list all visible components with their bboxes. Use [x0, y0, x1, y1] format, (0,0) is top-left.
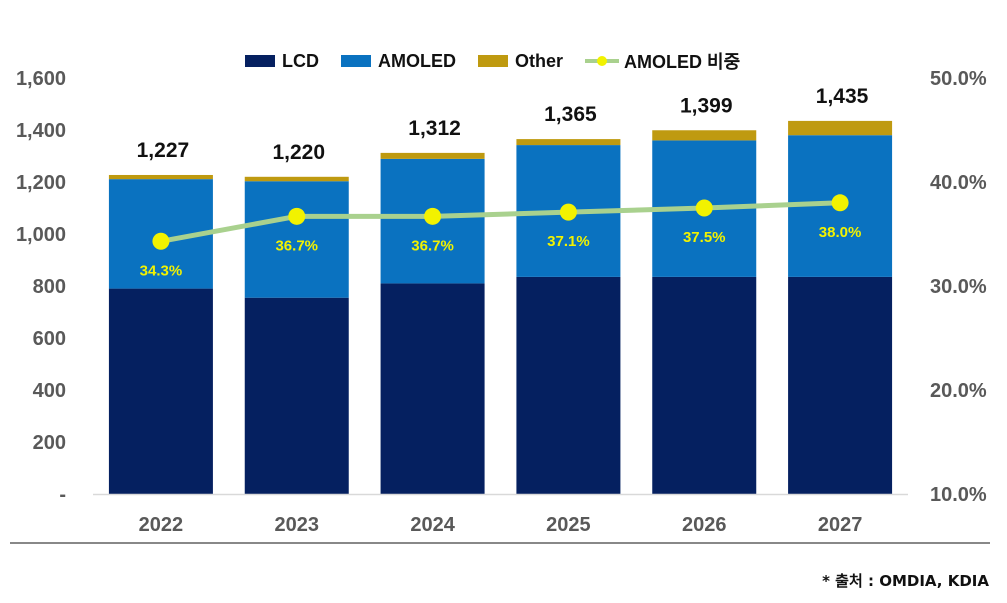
legend-label-other: Other — [515, 50, 564, 71]
legend-label-amoled: AMOLED — [378, 50, 456, 71]
y-left-tick-label: 200 — [33, 432, 66, 454]
legend-swatch-lcd — [245, 55, 275, 67]
bar-other-2022 — [108, 174, 213, 180]
bar-lcd-2022 — [108, 288, 213, 494]
bar-lcd-2023 — [244, 297, 349, 494]
ratio-marker — [424, 207, 442, 225]
ratio-label: 36.7% — [411, 237, 454, 254]
legend-item-other: Other — [478, 51, 563, 72]
total-label: 1,312 — [408, 117, 461, 140]
legend-label-lcd: LCD — [282, 50, 319, 71]
y-left-tick-label: 1,200 — [16, 172, 66, 194]
total-label: 1,220 — [272, 141, 325, 164]
legend-swatch-ratio — [585, 55, 620, 67]
ratio-marker — [831, 194, 849, 212]
legend-item-lcd: LCD — [245, 51, 319, 72]
source-note: * 출처 : OMDIA, KDIA — [822, 572, 989, 590]
ratio-label: 38.0% — [819, 224, 862, 241]
bar-other-2025 — [516, 139, 621, 146]
x-tick-label: 2026 — [682, 514, 727, 536]
y-left-tick-label: 800 — [33, 276, 66, 298]
y-right-tick-label: 40.0% — [930, 172, 987, 194]
total-label: 1,365 — [544, 103, 597, 126]
x-tick-label: 2023 — [275, 514, 320, 536]
bar-group — [108, 120, 893, 494]
bar-lcd-2027 — [788, 276, 893, 494]
y-left-tick-label: 1,400 — [16, 120, 66, 142]
bar-other-2026 — [652, 130, 757, 141]
ratio-label: 36.7% — [275, 237, 318, 254]
line-group — [152, 194, 849, 250]
y-right-tick-label: 20.0% — [930, 380, 987, 402]
x-tick-label: 2027 — [818, 514, 863, 536]
legend-swatch-other — [478, 55, 508, 67]
x-tick-label: 2024 — [410, 514, 455, 536]
ratio-label: 37.5% — [683, 229, 726, 246]
bar-lcd-2024 — [380, 283, 485, 494]
label-group: 1,227 1,220 1,312 1,365 1,399 1,435 34.3% 36.7%… — [137, 85, 869, 279]
y-right-tick-label: 10.0% — [930, 484, 987, 506]
y-left-tick-label: 1,000 — [16, 224, 66, 246]
y-left-tick-label: 1,600 — [16, 68, 66, 90]
legend: LCD AMOLED Other AMOLED 비중 — [245, 48, 762, 74]
legend-label-ratio: AMOLED 비중 — [624, 52, 741, 72]
y-left-tick-label: - — [59, 484, 66, 506]
total-label: 1,435 — [816, 85, 869, 108]
y-right-tick-label: 30.0% — [930, 276, 987, 298]
bar-lcd-2026 — [652, 276, 757, 494]
x-tick-label: 2022 — [139, 514, 184, 536]
ratio-marker — [288, 207, 306, 225]
y-right-tick-label: 50.0% — [930, 68, 987, 90]
y-left-tick-label: 600 — [33, 328, 66, 350]
axes-group: - 200 400 600 800 1,000 1,200 1,400 1,600 10.0% 20… — [10, 68, 990, 544]
bar-other-2023 — [244, 176, 349, 182]
bar-amoled-2023 — [244, 181, 349, 298]
bar-other-2027 — [788, 120, 893, 136]
legend-item-ratio: AMOLED 비중 — [585, 48, 740, 74]
x-tick-label: 2025 — [546, 514, 591, 536]
ratio-line — [160, 200, 841, 244]
ratio-label: 34.3% — [140, 262, 183, 279]
ratio-marker — [695, 199, 713, 217]
bar-lcd-2025 — [516, 276, 621, 494]
ratio-marker — [152, 232, 170, 250]
legend-swatch-amoled — [341, 55, 371, 67]
y-left-tick-label: 400 — [33, 380, 66, 402]
ratio-label: 37.1% — [547, 233, 590, 250]
total-label: 1,227 — [137, 139, 190, 162]
bar-other-2024 — [380, 152, 485, 159]
ratio-marker — [559, 203, 577, 221]
total-label: 1,399 — [680, 94, 733, 117]
legend-item-amoled: AMOLED — [341, 51, 456, 72]
